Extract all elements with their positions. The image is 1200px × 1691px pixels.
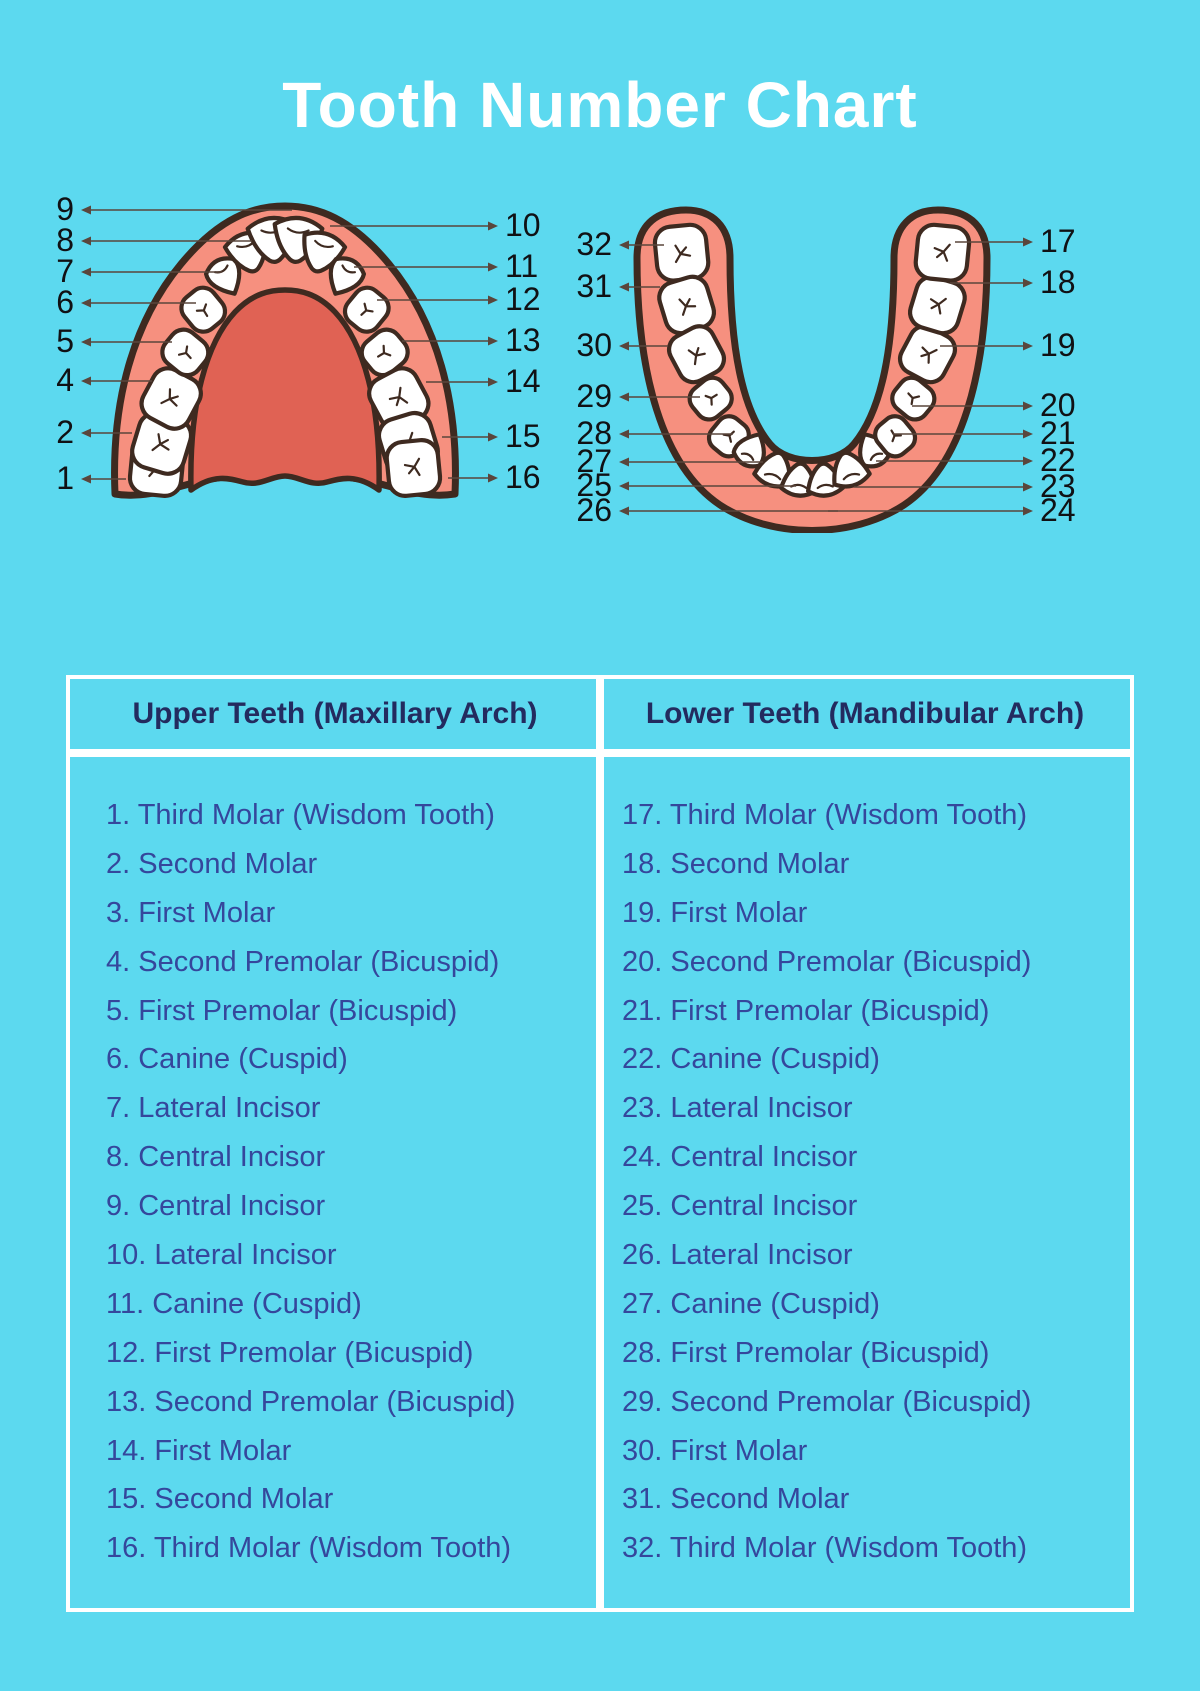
tooth-molar [897, 324, 958, 385]
tooth-premolar [342, 285, 391, 334]
upper-arch-diagram [111, 202, 459, 499]
tooth-number-label: 31 [576, 268, 612, 305]
tooth-number-label: 5 [56, 323, 74, 360]
tooth-number-label: 18 [1040, 264, 1076, 301]
tooth-premolar [160, 327, 211, 378]
tooth-number-label: 6 [56, 284, 74, 321]
tooth-list-item: 4. Second Premolar (Bicuspid) [106, 945, 500, 978]
upper-teeth-list: 1. Third Molar (Wisdom Tooth) 2. Second M… [106, 791, 515, 1573]
tooth-number-label: 29 [576, 378, 612, 415]
tooth-molar [652, 222, 711, 283]
tooth-number-label: 12 [505, 281, 541, 318]
tooth-number-label: 20 [1040, 387, 1076, 424]
tooth-number-label: 22 [1040, 442, 1076, 479]
tooth-number-label: 21 [1040, 415, 1076, 452]
tooth-list-item: 13. Second Premolar (Bicuspid) [106, 1385, 516, 1418]
tooth-list-item: 29. Second Premolar (Bicuspid) [622, 1385, 1032, 1418]
tooth-number-label: 23 [1040, 468, 1076, 505]
tooth-number-label: 2 [56, 414, 74, 451]
header-divider [70, 749, 1130, 757]
tooth-canine [203, 256, 242, 296]
tooth-list-item: 9. Central Incisor [106, 1190, 326, 1223]
tooth-list-item: 11. Canine (Cuspid) [106, 1287, 362, 1320]
tooth-incisor [832, 450, 872, 489]
tooth-list-item: 22. Canine (Cuspid) [622, 1043, 880, 1076]
tooth-incisor [752, 450, 792, 489]
tooth-number-label: 1 [56, 460, 74, 497]
tooth-number-label: 25 [576, 467, 612, 504]
page-title: Tooth Number Chart [282, 69, 918, 141]
tooth-number-label: 8 [56, 222, 74, 259]
lower-arch-diagram [633, 206, 991, 533]
tooth-number-label: 7 [56, 253, 74, 290]
tooth-list-item: 2. Second Molar [106, 847, 318, 880]
tooth-premolar [179, 285, 228, 334]
tooth-list-item: 18. Second Molar [622, 847, 850, 880]
lower-teeth-header: Lower Teeth (Mandibular Arch) [645, 697, 1085, 730]
tooth-list-item: 21. First Premolar (Bicuspid) [622, 994, 990, 1027]
tooth-list-item: 15. Second Molar [106, 1483, 334, 1516]
tooth-list-item: 3. First Molar [106, 896, 276, 929]
tooth-table: Upper Teeth (Maxillary Arch) Lower Teeth… [66, 675, 1134, 1612]
tooth-number-label: 32 [576, 226, 612, 263]
tooth-incisor [302, 230, 348, 274]
tooth-list-item: 26. Lateral Incisor [622, 1238, 853, 1271]
tooth-list-item: 30. First Molar [622, 1434, 808, 1467]
tooth-list-item: 31. Second Molar [622, 1483, 850, 1516]
tooth-list-item: 10. Lateral Incisor [106, 1238, 337, 1271]
tooth-list-item: 28. First Premolar (Bicuspid) [622, 1336, 990, 1369]
tooth-list-item: 32. Third Molar (Wisdom Tooth) [622, 1532, 1028, 1565]
tooth-number-label: 24 [1040, 492, 1076, 529]
tooth-number-label: 28 [576, 415, 612, 452]
tooth-list-item: 19. First Molar [622, 896, 808, 929]
tooth-list-item: 12. First Premolar (Bicuspid) [106, 1336, 474, 1369]
tooth-list-item: 6. Canine (Cuspid) [106, 1043, 348, 1076]
tooth-number-label: 14 [505, 363, 541, 400]
tooth-number-label: 4 [56, 362, 74, 399]
tooth-number-label: 30 [576, 327, 612, 364]
tooth-list-item: 1. Third Molar (Wisdom Tooth) [106, 798, 495, 831]
tooth-number-label: 11 [505, 248, 539, 285]
tooth-list-item: 17. Third Molar (Wisdom Tooth) [622, 798, 1028, 831]
tooth-number-label: 13 [505, 322, 541, 359]
tooth-number-label: 17 [1040, 223, 1076, 260]
tooth-number-label: 9 [56, 191, 74, 228]
lower-teeth-list: 17. Third Molar (Wisdom Tooth) 18. Second… [622, 791, 1031, 1573]
upper-teeth-header: Upper Teeth (Maxillary Arch) [132, 697, 538, 730]
tooth-list-item: 5. First Premolar (Bicuspid) [106, 994, 458, 1027]
tooth-premolar [687, 375, 734, 422]
tooth-number-label: 19 [1040, 327, 1076, 364]
tooth-number-label: 16 [505, 459, 541, 496]
tooth-list-item: 7. Lateral Incisor [106, 1092, 321, 1125]
tooth-list-item: 25. Central Incisor [622, 1190, 858, 1223]
tooth-number-label: 26 [576, 492, 612, 529]
tooth-number-label: 15 [505, 418, 541, 455]
tooth-number-label: 27 [576, 443, 612, 480]
tooth-list-item: 20. Second Premolar (Bicuspid) [622, 945, 1032, 978]
tooth-list-item: 16. Third Molar (Wisdom Tooth) [106, 1532, 512, 1565]
tooth-list-item: 27. Canine (Cuspid) [622, 1287, 880, 1320]
tooth-molar [384, 438, 443, 498]
tooth-list-item: 8. Central Incisor [106, 1141, 326, 1174]
tooth-list-item: 23. Lateral Incisor [622, 1092, 853, 1125]
tooth-number-label: 10 [505, 207, 541, 244]
tooth-premolar [890, 375, 937, 422]
tooth-list-item: 14. First Molar [106, 1434, 292, 1467]
tooth-molar [913, 222, 972, 283]
tooth-premolar [873, 414, 918, 459]
tooth-list-item: 24. Central Incisor [622, 1141, 858, 1174]
tooth-canine [731, 432, 766, 469]
column-divider [596, 679, 604, 1608]
